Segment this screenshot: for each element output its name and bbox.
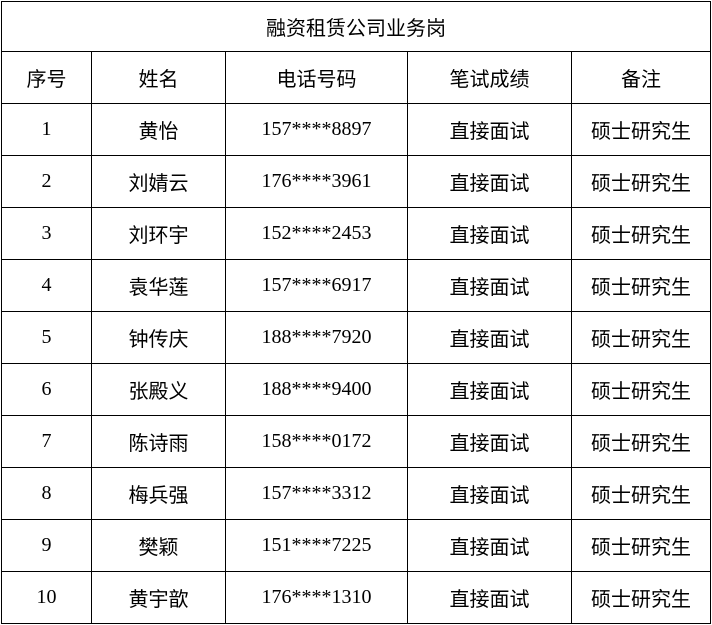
cell-phone: 158****0172 [225,415,408,468]
table-row: 6 张殿义 188****9400 直接面试 硕士研究生 [1,363,711,416]
cell-index: 6 [1,363,92,416]
cell-index: 8 [1,467,92,520]
cell-note: 硕士研究生 [571,259,711,312]
cell-phone: 188****7920 [225,311,408,364]
header-note: 备注 [571,51,711,104]
table-row: 8 梅兵强 157****3312 直接面试 硕士研究生 [1,467,711,520]
cell-index: 10 [1,571,92,624]
cell-note: 硕士研究生 [571,155,711,208]
header-phone: 电话号码 [225,51,408,104]
cell-phone: 176****3961 [225,155,408,208]
cell-score: 直接面试 [407,103,572,156]
cell-phone: 188****9400 [225,363,408,416]
cell-note: 硕士研究生 [571,467,711,520]
cell-name: 钟传庆 [91,311,226,364]
cell-phone: 157****8897 [225,103,408,156]
cell-name: 樊颖 [91,519,226,572]
cell-name: 刘婧云 [91,155,226,208]
table-row: 3 刘环宇 152****2453 直接面试 硕士研究生 [1,207,711,260]
cell-note: 硕士研究生 [571,415,711,468]
cell-name: 张殿义 [91,363,226,416]
cell-score: 直接面试 [407,519,572,572]
cell-score: 直接面试 [407,363,572,416]
cell-note: 硕士研究生 [571,207,711,260]
cell-score: 直接面试 [407,155,572,208]
table-row: 4 袁华莲 157****6917 直接面试 硕士研究生 [1,259,711,312]
cell-note: 硕士研究生 [571,363,711,416]
cell-phone: 152****2453 [225,207,408,260]
header-row: 序号 姓名 电话号码 笔试成绩 备注 [1,51,711,104]
table-row: 7 陈诗雨 158****0172 直接面试 硕士研究生 [1,415,711,468]
cell-note: 硕士研究生 [571,103,711,156]
cell-name: 陈诗雨 [91,415,226,468]
header-score: 笔试成绩 [407,51,572,104]
cell-score: 直接面试 [407,571,572,624]
table-title: 融资租赁公司业务岗 [1,1,711,52]
cell-name: 黄宇歆 [91,571,226,624]
cell-index: 3 [1,207,92,260]
cell-score: 直接面试 [407,259,572,312]
table-row: 1 黄怡 157****8897 直接面试 硕士研究生 [1,103,711,156]
cell-index: 4 [1,259,92,312]
cell-score: 直接面试 [407,415,572,468]
cell-index: 2 [1,155,92,208]
cell-index: 9 [1,519,92,572]
cell-phone: 176****1310 [225,571,408,624]
cell-note: 硕士研究生 [571,311,711,364]
header-index: 序号 [1,51,92,104]
cell-name: 袁华莲 [91,259,226,312]
table-row: 2 刘婧云 176****3961 直接面试 硕士研究生 [1,155,711,208]
table-row: 5 钟传庆 188****7920 直接面试 硕士研究生 [1,311,711,364]
cell-note: 硕士研究生 [571,571,711,624]
cell-name: 黄怡 [91,103,226,156]
cell-index: 7 [1,415,92,468]
cell-score: 直接面试 [407,467,572,520]
cell-name: 梅兵强 [91,467,226,520]
header-name: 姓名 [91,51,226,104]
cell-index: 5 [1,311,92,364]
cell-index: 1 [1,103,92,156]
cell-score: 直接面试 [407,311,572,364]
table-row: 9 樊颖 151****7225 直接面试 硕士研究生 [1,519,711,572]
cell-phone: 157****3312 [225,467,408,520]
cell-phone: 157****6917 [225,259,408,312]
title-row: 融资租赁公司业务岗 [1,1,711,52]
cell-score: 直接面试 [407,207,572,260]
cell-name: 刘环宇 [91,207,226,260]
table-row: 10 黄宇歆 176****1310 直接面试 硕士研究生 [1,571,711,624]
cell-phone: 151****7225 [225,519,408,572]
cell-note: 硕士研究生 [571,519,711,572]
